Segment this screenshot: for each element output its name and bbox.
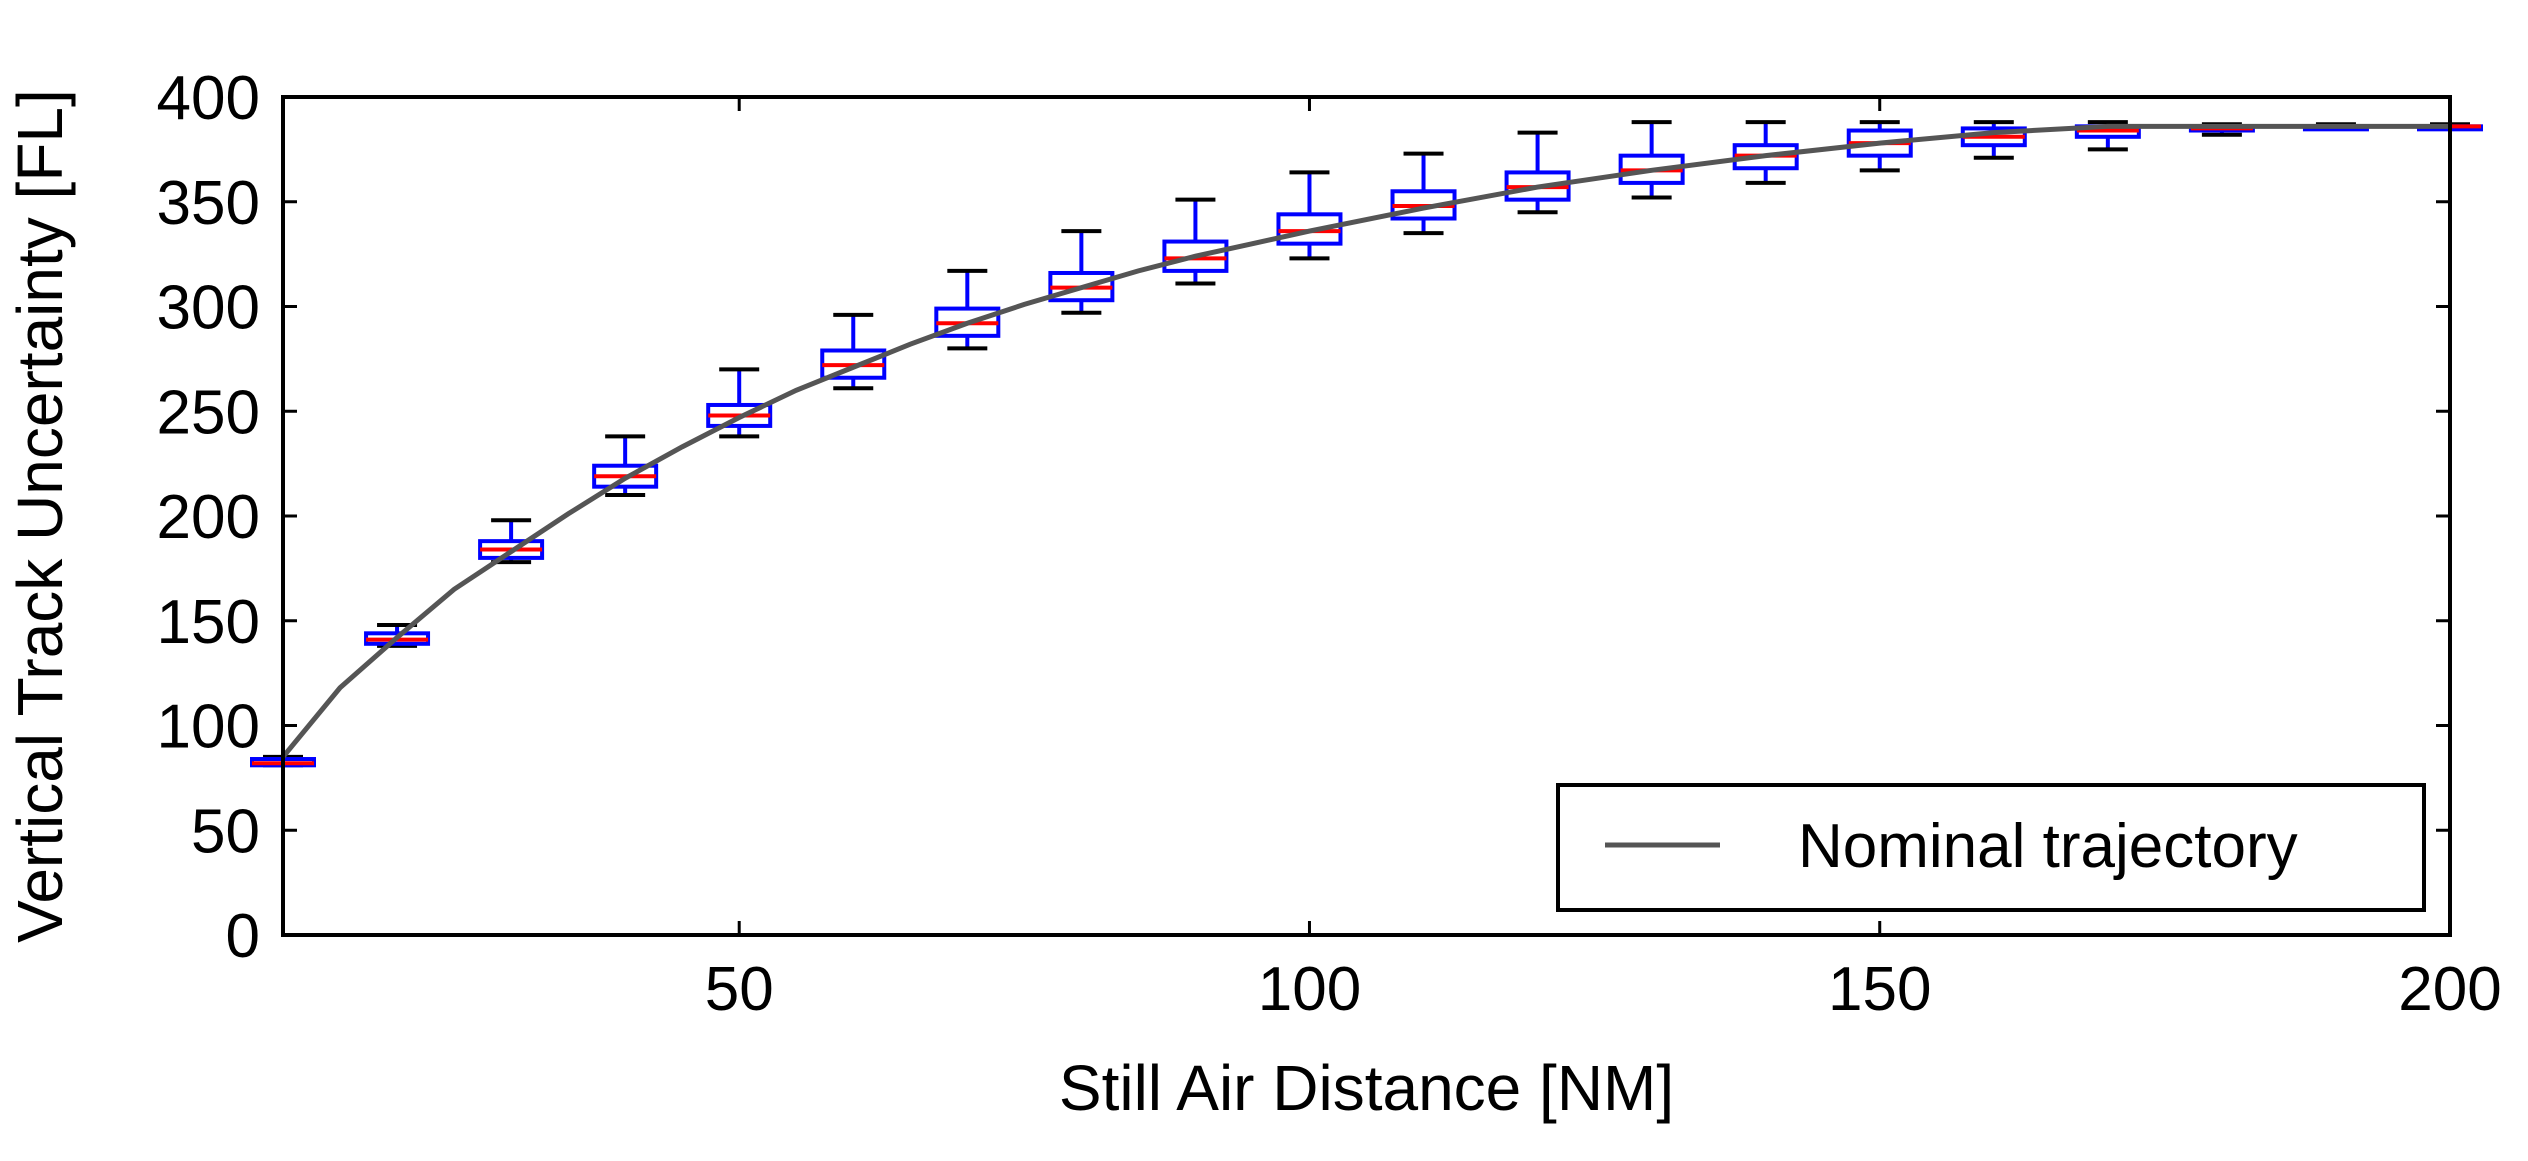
box-group [1048, 229, 1115, 315]
x-tick-label: 100 [1258, 955, 1361, 1024]
box-group [1960, 120, 2027, 160]
box-group [478, 518, 545, 565]
box [1162, 239, 1229, 273]
legend: Nominal trajectory [1556, 783, 2426, 912]
y-tick-label: 200 [157, 483, 260, 552]
y-tick-label: 350 [157, 169, 260, 238]
y-tick-label: 300 [157, 274, 260, 343]
x-axis-label: Still Air Distance [NM] [1059, 1052, 1674, 1124]
y-tick-label: 250 [157, 378, 260, 447]
y-tick-label: 150 [157, 588, 260, 657]
x-tick-label: 50 [705, 955, 774, 1024]
x-tick-label: 150 [1828, 955, 1931, 1024]
box-group [1390, 151, 1457, 236]
y-tick-label: 100 [157, 693, 260, 762]
x-tick-label: 200 [2398, 955, 2501, 1024]
box-group [1162, 197, 1229, 286]
box-group [1276, 170, 1343, 261]
axis-ticks: 50 100 150 200 0 50 100 150 200 250 300 350 400 [157, 64, 2502, 1024]
nominal-trajectory-line [281, 123, 2450, 759]
box-group [934, 268, 1001, 351]
box-group [1504, 130, 1571, 215]
y-tick-label: 0 [226, 902, 260, 971]
plot-content [250, 120, 2483, 768]
y-tick-label: 50 [191, 797, 260, 866]
box-group [592, 434, 659, 498]
legend-label: Nominal trajectory [1798, 812, 2298, 881]
y-axis-label: Vertical Track Uncertainty [FL] [4, 89, 76, 943]
box [1276, 212, 1343, 246]
box-group [1618, 120, 1685, 200]
y-tick-label: 400 [157, 64, 260, 133]
